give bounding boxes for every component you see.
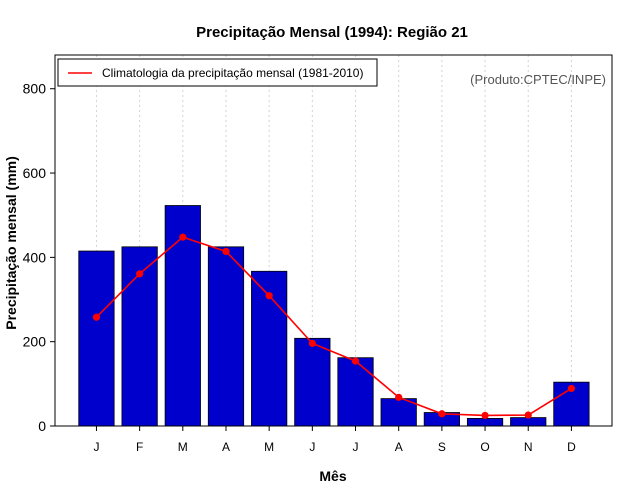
bar-10 (466, 418, 504, 427)
bars-series (78, 205, 590, 427)
climatology-line (95, 236, 572, 417)
y-tick-label: 200 (23, 334, 47, 350)
legend-entry: Climatologia da precipitação mensal (198… (102, 66, 363, 80)
x-tick-label: O (480, 440, 489, 454)
bar-1 (78, 250, 115, 427)
bar-4 (207, 246, 245, 427)
vertical-grid (95, 55, 572, 426)
x-tick-label: A (222, 440, 230, 454)
x-tick-label: D (567, 440, 576, 454)
climatology-point-6 (308, 339, 316, 347)
x-tick-label: J (353, 440, 359, 454)
climatology-point-9 (438, 410, 446, 418)
x-tick-label: J (309, 440, 315, 454)
legend-box (57, 58, 378, 87)
climatology-point-5 (265, 292, 273, 300)
climatology-point-12 (567, 384, 576, 393)
x-tick-label: M (178, 440, 188, 454)
climatology-point-1 (92, 313, 101, 321)
y-tick-label: 400 (23, 249, 47, 265)
x-axis-label: Mês (319, 468, 346, 484)
climatology-point-11 (524, 411, 532, 419)
climatology-point-8 (395, 393, 403, 401)
chart-title: Precipitação Mensal (1994): Região 21 (196, 24, 468, 41)
x-tick-label: J (93, 440, 99, 454)
climatology-point-10 (481, 411, 489, 420)
climatology-point-3 (179, 233, 187, 241)
x-tick-label: N (524, 440, 533, 454)
climatology-point-2 (136, 270, 144, 278)
x-tick-label: S (438, 440, 446, 454)
source-annotation: (Produto:CPTEC/INPE) (470, 72, 606, 87)
x-tick-label: M (264, 440, 274, 454)
bar-11 (510, 417, 547, 427)
x-tick-label: A (395, 440, 403, 454)
y-tick-label: 0 (38, 418, 46, 434)
bar-3 (164, 205, 201, 427)
climatology-point-7 (351, 357, 360, 365)
climatology-point-4 (222, 247, 230, 256)
y-axis-label: Precipitação mensal (mm) (3, 156, 19, 330)
legend: Climatologia da precipitação mensal (198… (57, 58, 378, 87)
bar-7 (337, 357, 374, 427)
y-tick-label: 600 (23, 165, 47, 181)
y-axis: 0 200 400 600 800 (23, 81, 56, 434)
bar-6 (294, 337, 331, 427)
y-tick-label: 800 (23, 81, 47, 97)
x-tick-label: F (136, 440, 143, 454)
climatology-series (92, 233, 576, 420)
